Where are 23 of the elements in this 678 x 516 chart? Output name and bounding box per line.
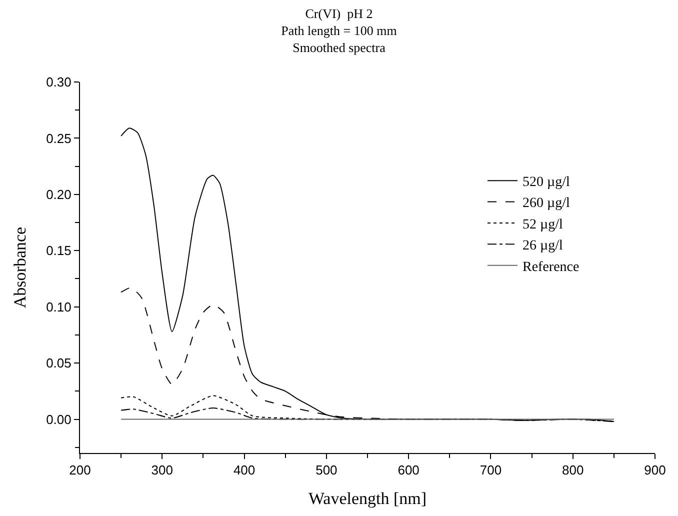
legend-label: Reference <box>522 260 580 275</box>
chart-title: Cr(VI) pH 2 Path length = 100 mm Smoothed spectra <box>281 6 397 55</box>
y-tick-label: 0.15 <box>46 243 72 258</box>
legend-label: 52 µg/l <box>522 217 563 232</box>
legend-label: 26 µg/l <box>522 238 563 254</box>
y-tick-label: 0.25 <box>46 130 72 146</box>
y-tick-label: 0.30 <box>46 74 72 90</box>
x-tick-label: 500 <box>316 462 338 478</box>
y-tick-label: 0.05 <box>46 356 72 371</box>
x-tick-label: 400 <box>233 462 256 478</box>
y-tick-label: 0.10 <box>46 299 72 314</box>
legend-label: 520 µg/l <box>522 175 570 190</box>
legend-label: 260 µg/l <box>522 196 570 212</box>
y-tick-label: 0.20 <box>46 186 72 202</box>
x-tick-label: 700 <box>480 462 502 478</box>
x-tick-label: 900 <box>644 462 666 478</box>
x-axis-title: Wavelength [nm] <box>308 489 427 508</box>
y-axis-title: Absorbance <box>10 226 30 308</box>
x-tick-label: 200 <box>69 462 91 478</box>
x-tick-label: 600 <box>398 462 420 478</box>
x-tick-label: 800 <box>562 462 584 478</box>
x-tick-label: 300 <box>151 462 173 478</box>
y-tick-label: 0.00 <box>46 412 72 427</box>
